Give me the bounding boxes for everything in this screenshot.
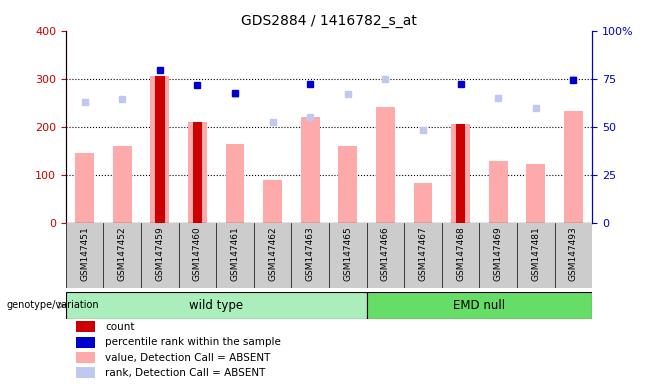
Bar bbox=[113, 146, 132, 223]
Bar bbox=[564, 111, 583, 223]
Text: count: count bbox=[105, 322, 135, 332]
Text: percentile rank within the sample: percentile rank within the sample bbox=[105, 337, 281, 347]
Text: GSM147451: GSM147451 bbox=[80, 226, 89, 281]
Bar bbox=[526, 164, 545, 223]
Text: GSM147452: GSM147452 bbox=[118, 226, 127, 281]
Text: GSM147461: GSM147461 bbox=[230, 226, 240, 281]
Bar bbox=[338, 146, 357, 223]
Text: GSM147459: GSM147459 bbox=[155, 226, 164, 281]
Text: GSM147460: GSM147460 bbox=[193, 226, 202, 281]
Bar bbox=[376, 107, 395, 223]
Bar bbox=[76, 367, 95, 379]
Text: GSM147493: GSM147493 bbox=[569, 226, 578, 281]
Bar bbox=[263, 180, 282, 223]
Bar bbox=[414, 183, 432, 223]
Text: GSM147467: GSM147467 bbox=[418, 226, 428, 281]
FancyBboxPatch shape bbox=[367, 292, 592, 319]
Bar bbox=[151, 76, 169, 223]
Text: GSM147466: GSM147466 bbox=[381, 226, 390, 281]
Bar bbox=[76, 352, 95, 363]
Bar bbox=[301, 117, 320, 223]
Text: value, Detection Call = ABSENT: value, Detection Call = ABSENT bbox=[105, 353, 270, 362]
Text: rank, Detection Call = ABSENT: rank, Detection Call = ABSENT bbox=[105, 368, 266, 378]
Bar bbox=[76, 337, 95, 348]
Title: GDS2884 / 1416782_s_at: GDS2884 / 1416782_s_at bbox=[241, 14, 417, 28]
Bar bbox=[226, 144, 244, 223]
Text: GSM147468: GSM147468 bbox=[456, 226, 465, 281]
Bar bbox=[456, 124, 465, 223]
Text: wild type: wild type bbox=[189, 299, 243, 312]
Bar bbox=[188, 122, 207, 223]
Text: GSM147462: GSM147462 bbox=[268, 226, 277, 281]
Bar bbox=[76, 321, 95, 333]
Text: GSM147465: GSM147465 bbox=[343, 226, 352, 281]
Text: GSM147481: GSM147481 bbox=[531, 226, 540, 281]
Bar bbox=[193, 122, 202, 223]
Text: EMD null: EMD null bbox=[453, 299, 505, 312]
Text: GSM147469: GSM147469 bbox=[494, 226, 503, 281]
Bar bbox=[451, 124, 470, 223]
Text: GSM147463: GSM147463 bbox=[306, 226, 315, 281]
Bar bbox=[155, 76, 164, 223]
FancyBboxPatch shape bbox=[66, 292, 367, 319]
Text: genotype/variation: genotype/variation bbox=[7, 300, 99, 310]
Bar bbox=[75, 153, 94, 223]
Bar bbox=[489, 161, 507, 223]
